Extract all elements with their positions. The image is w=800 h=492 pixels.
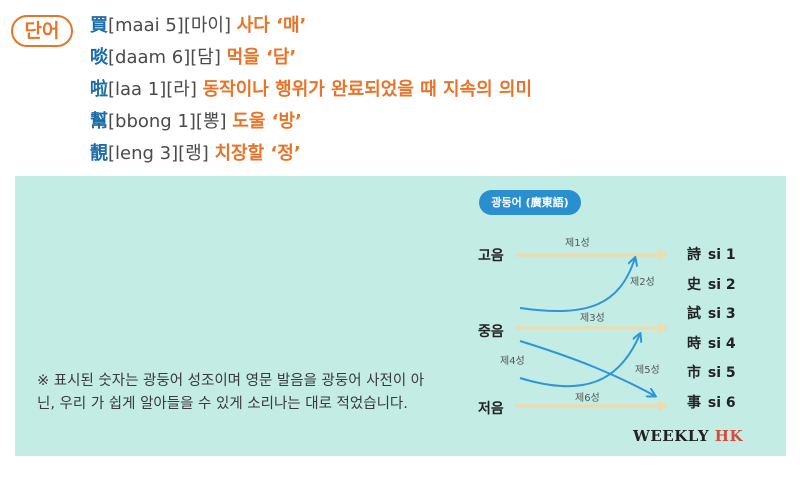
tone-panel: ※ 표시된 숫자는 광둥어 성조이며 영문 발음을 광둥어 사전이 아닌, 우리… xyxy=(15,176,786,456)
vocab-row: 幫[bbong 1][뽕] 도울 ‘방’ xyxy=(90,106,532,138)
tone5-curve xyxy=(519,334,640,388)
brand-main: WEEKLY xyxy=(633,427,715,445)
tone-char: 試 xyxy=(687,306,701,322)
tone-item: 史 si 2 xyxy=(687,274,736,294)
vocab-hanja: 啖 xyxy=(90,47,108,68)
tone-rom: si 3 xyxy=(707,306,736,322)
vocab-row: 啦[laa 1][라] 동작이나 행위가 완료되었을 때 지속의 의미 xyxy=(90,74,532,106)
vocab-meaning: 도울 ‘방’ xyxy=(232,111,302,132)
tone-item: 試 si 3 xyxy=(687,303,736,323)
tone-char: 事 xyxy=(687,395,701,411)
vocab-row: 啖[daam 6][담] 먹을 ‘담’ xyxy=(90,42,532,74)
tone-label: 제3성 xyxy=(580,313,605,324)
brand-accent: HK xyxy=(714,427,743,445)
vocab-pronunciation: [maai 5][마이] xyxy=(108,15,231,36)
vocabulary-list: 買[maai 5][마이] 사다 ‘매’ 啖[daam 6][담] 먹을 ‘담’… xyxy=(90,10,532,170)
tone-char: 市 xyxy=(687,365,701,381)
vocab-meaning: 동작이나 행위가 완료되었을 때 지속의 의미 xyxy=(202,79,533,100)
tone2-curve xyxy=(519,258,635,312)
vocabulary-badge: 단어 xyxy=(11,15,73,47)
tone-label: 제1성 xyxy=(565,238,590,249)
tone-rom: si 2 xyxy=(707,277,736,293)
tone-rom: si 6 xyxy=(707,395,736,411)
cantonese-pill: 광둥어 (廣東語) xyxy=(479,190,581,215)
pronunciation-note: ※ 표시된 숫자는 광둥어 성조이며 영문 발음을 광둥어 사전이 아닌, 우리… xyxy=(37,373,425,412)
tone-label: 제5성 xyxy=(635,365,660,376)
tone-diagram xyxy=(515,176,786,456)
vocab-pronunciation: [bbong 1][뽕] xyxy=(108,111,227,132)
tone-char: 史 xyxy=(687,277,701,293)
weekly-hk-logo: WEEKLY HK xyxy=(633,427,743,445)
level-mid: 중음 xyxy=(478,324,504,340)
tone-rom: si 4 xyxy=(707,336,736,352)
tone-item: 詩 si 1 xyxy=(687,244,736,264)
tone4-curve xyxy=(519,340,655,396)
vocab-hanja: 買 xyxy=(90,15,108,36)
tone-char: 詩 xyxy=(687,247,701,263)
vocab-row: 買[maai 5][마이] 사다 ‘매’ xyxy=(90,10,532,42)
vocab-pronunciation: [daam 6][담] xyxy=(108,47,221,68)
vocab-meaning: 사다 ‘매’ xyxy=(236,15,307,36)
vocab-hanja: 啦 xyxy=(90,79,108,100)
tone-char: 時 xyxy=(687,336,701,352)
vocab-hanja: 幫 xyxy=(90,111,108,132)
tone-rom: si 5 xyxy=(707,365,736,381)
vocab-pronunciation: [laa 1][라] xyxy=(108,79,197,100)
tone-item: 事 si 6 xyxy=(687,392,736,412)
vocab-hanja: 靚 xyxy=(90,143,108,164)
vocab-meaning: 먹을 ‘담’ xyxy=(226,47,297,68)
tone-item: 時 si 4 xyxy=(687,333,736,353)
vocab-meaning: 치장할 ‘정’ xyxy=(214,143,301,164)
tone-label: 제6성 xyxy=(575,393,600,404)
vocab-pronunciation: [leng 3][랭] xyxy=(108,143,209,164)
level-high: 고음 xyxy=(478,248,504,264)
tone-label: 제4성 xyxy=(500,356,525,367)
tone-label: 제2성 xyxy=(630,277,655,288)
level-low: 저음 xyxy=(478,401,504,417)
tone-item: 市 si 5 xyxy=(687,362,736,382)
vocab-row: 靚[leng 3][랭] 치장할 ‘정’ xyxy=(90,138,532,170)
tone-rom: si 1 xyxy=(707,247,736,263)
